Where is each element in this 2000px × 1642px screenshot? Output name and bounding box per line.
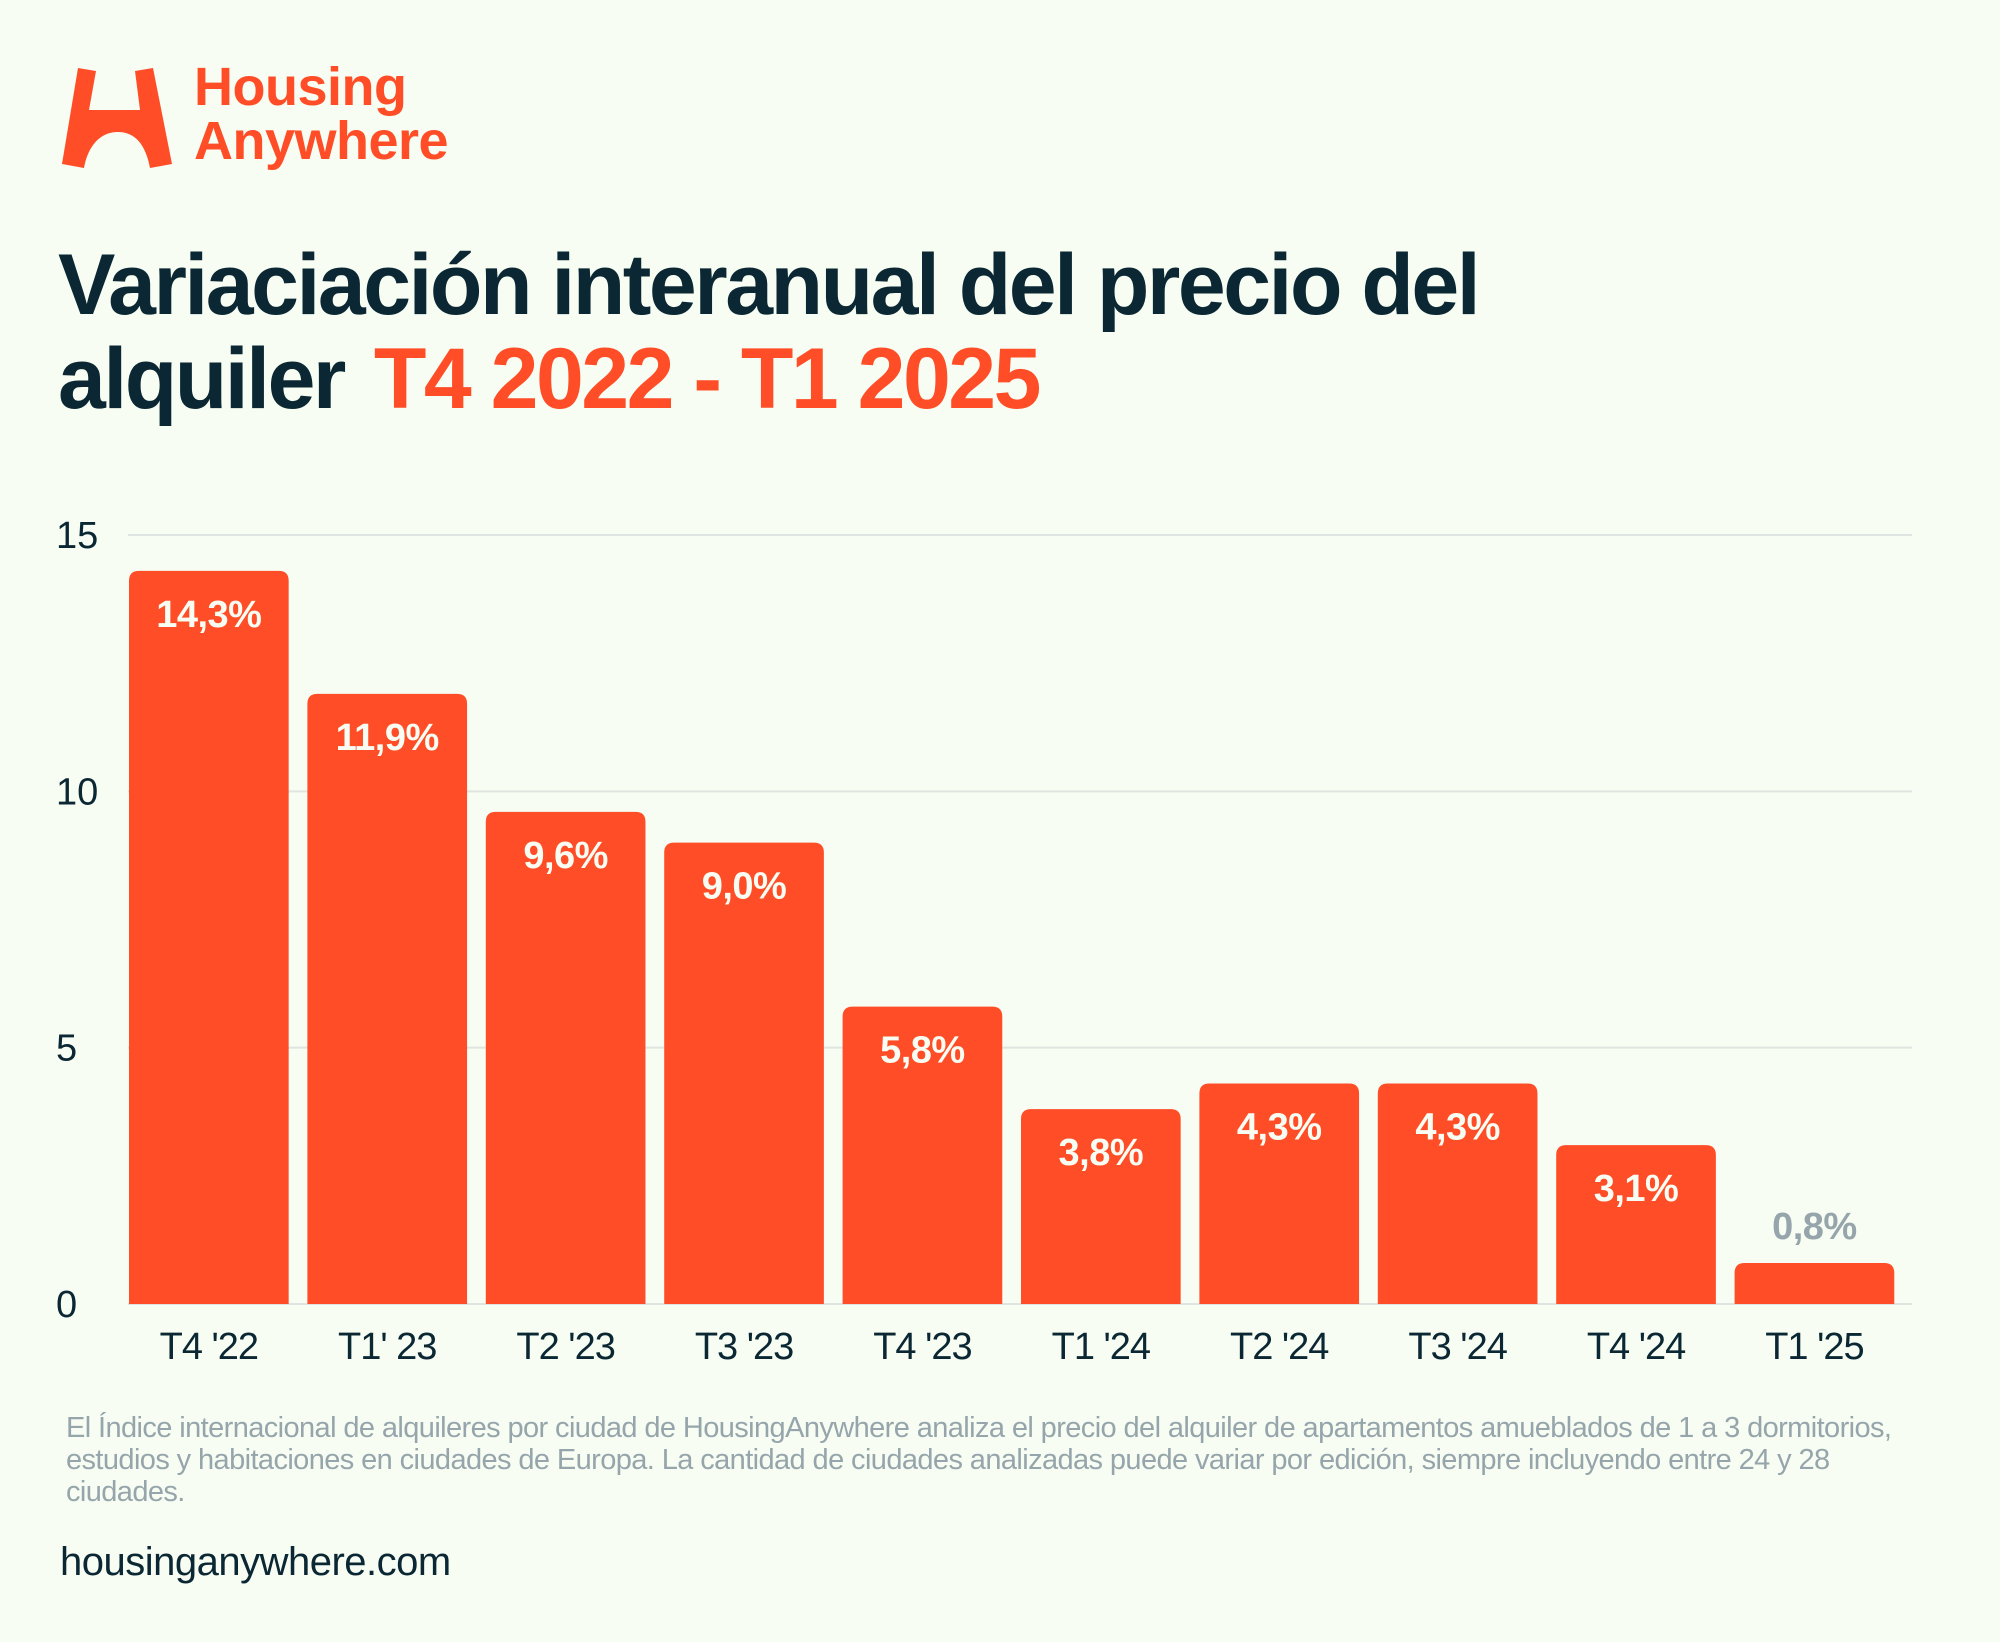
data-label: 5,8% [880, 1030, 965, 1072]
x-tick-label: T3 '23 [695, 1326, 793, 1368]
bar [842, 1006, 1003, 1304]
title-line-2-dark: alquiler [58, 331, 346, 427]
data-label: 4,3% [1237, 1107, 1322, 1149]
page-title: Variaciación interanual del precio del a… [58, 238, 1958, 426]
methodology-footnote: El Índice internacional de alquileres po… [66, 1412, 1892, 1508]
data-label: 4,3% [1415, 1107, 1500, 1149]
website-link[interactable]: housinganywhere.com [60, 1540, 451, 1584]
y-tick-label: 15 [56, 515, 98, 557]
housinganywhere-logo-icon [62, 68, 172, 168]
bar [664, 842, 824, 1304]
x-tick-label: T2 '24 [1230, 1326, 1329, 1368]
y-axis-ticks: 0 5 10 15 [56, 515, 98, 1326]
data-label: 14,3% [156, 594, 261, 636]
x-tick-label: T1 '24 [1052, 1326, 1151, 1368]
bar [307, 693, 468, 1304]
data-label: 9,0% [702, 866, 787, 908]
x-tick-label: T2 '23 [516, 1326, 614, 1368]
brand-name-line2: Anywhere [194, 111, 449, 171]
bar [485, 811, 646, 1304]
data-label: 3,1% [1594, 1168, 1679, 1210]
brand-name: Housing Anywhere [194, 57, 449, 171]
y-tick-label: 10 [56, 771, 98, 813]
bars [129, 570, 1895, 1304]
y-tick-label: 0 [56, 1284, 77, 1326]
data-labels: 14,3% 11,9% 9,6% 9,0% 5,8% 3,8% 4,3% 4,3% 3,1% 0,… [156, 594, 1857, 1248]
x-tick-label: T4 '23 [873, 1326, 971, 1368]
x-tick-label: T1' 23 [338, 1326, 436, 1368]
x-tick-label: T3 '24 [1408, 1326, 1507, 1368]
bar [1377, 1083, 1538, 1304]
title-date-range: T4 2022 - T1 2025 [373, 331, 1042, 427]
bar [1556, 1145, 1716, 1304]
x-tick-label: T1 '25 [1765, 1326, 1863, 1368]
x-tick-label: T4 '22 [160, 1326, 258, 1368]
bar [129, 570, 289, 1304]
title-line-2: alquiler T4 2022 - T1 2025 [58, 332, 1958, 426]
brand-logo: Housing Anywhere [58, 60, 498, 184]
bar-chart: 0 5 10 15 14,3% 11,9% 9,6% 9,0% 5,8% 3,8% 4,3% 4,3… [56, 515, 1912, 1368]
data-label: 0,8% [1772, 1206, 1857, 1248]
x-axis-ticks: T4 '22 T1' 23 T2 '23 T3 '23 T4 '23 T1 '24 T2 '… [160, 1326, 1865, 1368]
title-line-1: Variaciación interanual del precio del [58, 237, 1481, 333]
bar [1021, 1109, 1181, 1304]
data-label: 11,9% [336, 717, 439, 759]
y-tick-label: 5 [56, 1028, 77, 1070]
data-label: 3,8% [1059, 1132, 1144, 1174]
data-label: 9,6% [523, 835, 608, 877]
bar [1734, 1262, 1895, 1304]
x-tick-label: T4 '24 [1587, 1326, 1686, 1368]
brand-name-line1: Housing [194, 57, 407, 117]
bar [1199, 1083, 1360, 1304]
